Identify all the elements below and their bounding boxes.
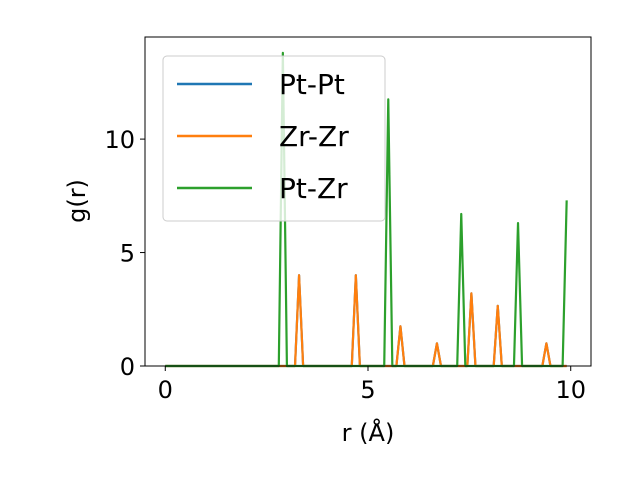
x-tick-label: 0	[158, 376, 173, 404]
y-tick-label: 0	[120, 353, 135, 381]
y-tick-label: 10	[104, 126, 135, 154]
y-axis-label: g(r)	[63, 179, 91, 223]
legend-label-pt-zr: Pt-Zr	[279, 172, 348, 205]
legend: Pt-Pt Zr-Zr Pt-Zr	[162, 55, 386, 222]
legend-frame	[162, 55, 386, 222]
x-axis-label: r (Å)	[342, 418, 395, 447]
x-tick-label: 10	[555, 376, 586, 404]
legend-label-pt-pt: Pt-Pt	[279, 68, 345, 101]
x-tick-label: 5	[360, 376, 375, 404]
legend-label-zr-zr: Zr-Zr	[279, 120, 349, 153]
y-tick-label: 5	[120, 240, 135, 268]
